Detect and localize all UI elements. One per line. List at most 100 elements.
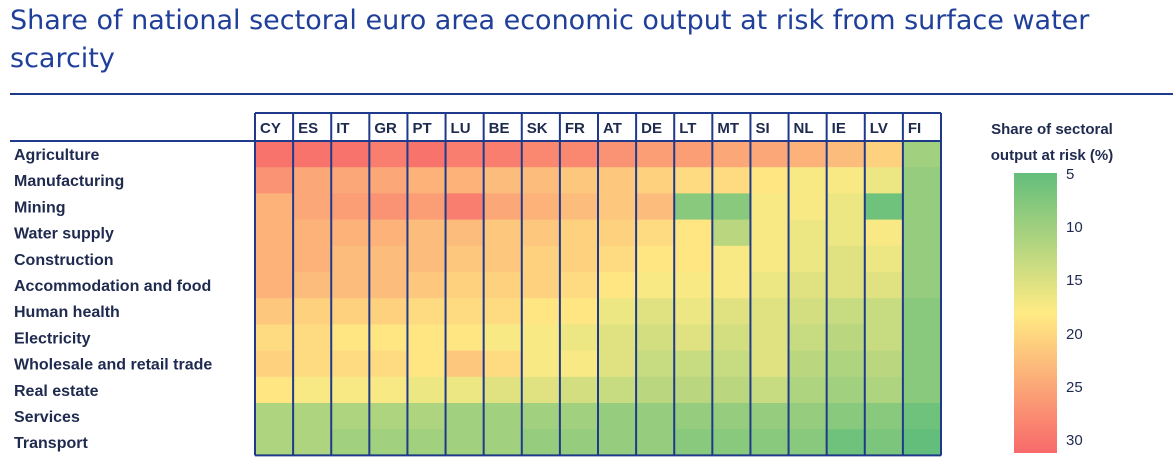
heatmap-cell: [559, 272, 599, 299]
heatmap-cell: [712, 245, 751, 273]
heatmap-cell: [559, 429, 599, 456]
heatmap-cell: [864, 429, 904, 456]
heatmap-cell: [369, 193, 408, 221]
heatmap-cell: [445, 429, 485, 456]
heatmap-cell: [788, 245, 828, 273]
heatmap-cell: [826, 219, 866, 247]
heatmap-cell: [559, 141, 599, 168]
heatmap-cell: [559, 219, 599, 247]
heatmap-cell: [483, 141, 523, 168]
chart-title: Share of national sectoral euro area eco…: [10, 5, 1090, 74]
column-label: GR: [374, 120, 397, 137]
heatmap-cell: [902, 141, 942, 168]
heatmap-cell: [521, 376, 561, 404]
column-label: IE: [832, 120, 846, 137]
heatmap-cell: [407, 376, 447, 404]
heatmap-cell: [293, 376, 332, 404]
heatmap-cell: [712, 429, 751, 456]
heatmap-cell: [902, 193, 942, 221]
heatmap-cell: [369, 167, 408, 194]
heatmap-cell: [255, 141, 294, 168]
heatmap-cell: [636, 141, 675, 168]
heatmap-cell: [598, 245, 637, 273]
heatmap-cell: [483, 376, 523, 404]
heatmap-cell: [559, 193, 599, 221]
heatmap-cell: [636, 219, 675, 247]
heatmap-cell: [255, 324, 294, 352]
heatmap-cell: [750, 324, 790, 352]
heatmap-cell: [331, 403, 370, 430]
heatmap-cell: [521, 403, 561, 430]
heatmap-cell: [483, 193, 523, 221]
heatmap-cell: [788, 403, 828, 430]
heatmap-cell: [293, 245, 332, 273]
row-label: Transport: [14, 435, 88, 452]
column-label: BE: [489, 120, 510, 137]
heatmap-cell: [598, 403, 637, 430]
heatmap-cell: [674, 350, 713, 378]
column-label: SK: [527, 120, 548, 137]
heatmap-cell: [674, 272, 713, 299]
heatmap-cell: [331, 193, 370, 221]
heatmap-cell: [293, 167, 332, 194]
heatmap-cell: [483, 219, 523, 247]
heatmap-cell: [674, 193, 713, 221]
row-label: Manufacturing: [14, 173, 124, 190]
heatmap-cell: [902, 298, 942, 325]
heatmap-cell: [445, 245, 485, 273]
heatmap-cell: [750, 141, 790, 168]
legend-tick-label: 25: [1066, 378, 1083, 396]
heatmap-cell: [788, 193, 828, 221]
heatmap-cell: [407, 272, 447, 299]
heatmap-cell: [369, 403, 408, 430]
heatmap-cell: [864, 167, 904, 194]
column-label: SI: [755, 120, 769, 137]
heatmap-cell: [636, 167, 675, 194]
heatmap-cell: [559, 350, 599, 378]
heatmap-cell: [902, 219, 942, 247]
row-label: Electricity: [14, 330, 91, 347]
heatmap-cell: [598, 429, 637, 456]
heatmap-cell: [255, 376, 294, 404]
heatmap-cell: [636, 272, 675, 299]
heatmap-cell: [293, 193, 332, 221]
heatmap-cell: [445, 324, 485, 352]
heatmap-cell: [864, 272, 904, 299]
heatmap-cell: [636, 298, 675, 325]
heatmap-cell: [521, 141, 561, 168]
column-label: IT: [336, 120, 349, 137]
heatmap-cell: [255, 245, 294, 273]
heatmap-cell: [331, 324, 370, 352]
heatmap-cell: [293, 403, 332, 430]
legend-color-scale: [1014, 173, 1057, 453]
heatmap-cell: [598, 219, 637, 247]
heatmap-cell: [331, 376, 370, 404]
heatmap-cell: [788, 219, 828, 247]
heatmap-cell: [674, 219, 713, 247]
heatmap-cell: [293, 429, 332, 456]
column-label: FI: [908, 120, 921, 137]
heatmap-cell: [369, 376, 408, 404]
heatmap-cell: [788, 324, 828, 352]
heatmap-cell: [674, 298, 713, 325]
row-label: Real estate: [14, 383, 99, 400]
legend-tick-label: 15: [1066, 272, 1083, 290]
heatmap-cell: [826, 403, 866, 430]
heatmap-cell: [598, 376, 637, 404]
row-label: Accommodation and food: [14, 278, 211, 295]
heatmap-cell: [293, 350, 332, 378]
heatmap-cell: [598, 141, 637, 168]
heatmap-cell: [674, 245, 713, 273]
heatmap-cell: [674, 141, 713, 168]
heatmap-cell: [902, 376, 942, 404]
heatmap-cell: [483, 429, 523, 456]
heatmap-cell: [407, 324, 447, 352]
heatmap-cell: [674, 376, 713, 404]
column-label: LT: [679, 120, 696, 137]
column-label: MT: [717, 120, 739, 137]
heatmap-cell: [483, 403, 523, 430]
heatmap-cell: [445, 193, 485, 221]
column-label: DE: [641, 120, 662, 137]
heatmap-cell: [559, 167, 599, 194]
heatmap-cell: [712, 219, 751, 247]
